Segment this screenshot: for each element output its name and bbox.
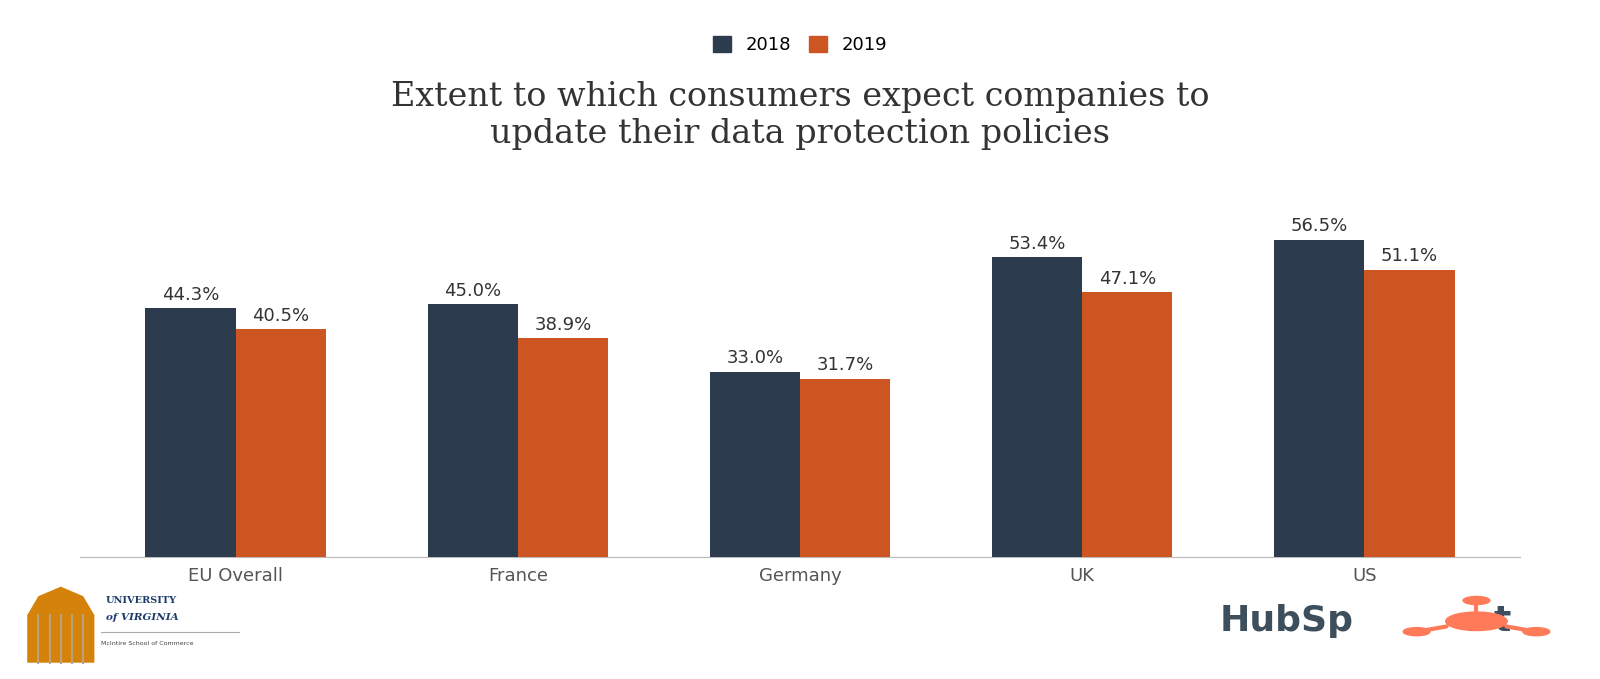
- Bar: [518, 338, 608, 557]
- Bar: [146, 308, 235, 557]
- Text: 51.1%: 51.1%: [1381, 247, 1438, 265]
- Circle shape: [1403, 627, 1430, 636]
- Bar: [800, 379, 890, 557]
- Text: HubSp: HubSp: [1219, 604, 1354, 638]
- Circle shape: [1462, 596, 1490, 604]
- Polygon shape: [27, 587, 94, 663]
- Bar: [1274, 240, 1365, 557]
- Bar: [1082, 293, 1173, 557]
- Legend: 2018, 2019: 2018, 2019: [704, 27, 896, 63]
- Bar: [427, 304, 518, 557]
- Text: UNIVERSITY: UNIVERSITY: [106, 596, 176, 606]
- Bar: [1365, 270, 1454, 557]
- Bar: [710, 371, 800, 557]
- Text: 40.5%: 40.5%: [253, 307, 309, 325]
- Text: McIntire School of Commerce: McIntire School of Commerce: [101, 641, 194, 646]
- Text: 45.0%: 45.0%: [445, 282, 501, 299]
- Text: t: t: [1494, 604, 1510, 638]
- Text: Extent to which consumers expect companies to
update their data protection polic: Extent to which consumers expect compani…: [390, 81, 1210, 151]
- Text: 53.4%: 53.4%: [1008, 234, 1066, 253]
- Circle shape: [1446, 612, 1507, 631]
- Text: 47.1%: 47.1%: [1099, 270, 1155, 288]
- Circle shape: [1523, 627, 1550, 636]
- Bar: [235, 329, 326, 557]
- Text: 38.9%: 38.9%: [534, 316, 592, 334]
- Text: 31.7%: 31.7%: [816, 356, 874, 374]
- Text: 44.3%: 44.3%: [162, 286, 219, 304]
- Text: 33.0%: 33.0%: [726, 349, 784, 367]
- Text: 56.5%: 56.5%: [1291, 217, 1347, 235]
- Bar: [992, 257, 1082, 557]
- Text: of VIRGINIA: of VIRGINIA: [106, 612, 178, 621]
